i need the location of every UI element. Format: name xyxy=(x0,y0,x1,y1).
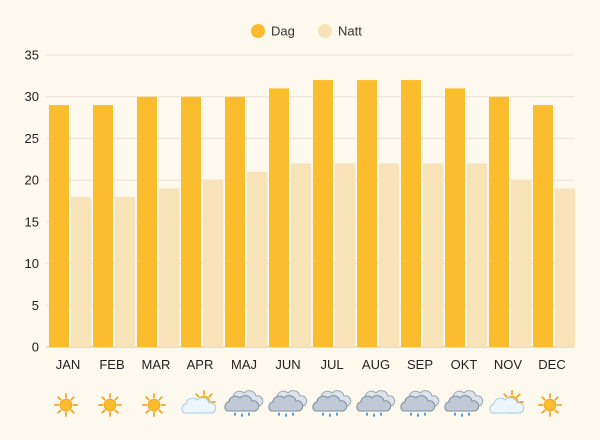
partly-cloudy-icon xyxy=(181,390,217,414)
y-tick-label: 10 xyxy=(25,256,39,271)
bar-dag-apr xyxy=(181,96,201,347)
y-axis: 0 5 10 15 20 25 30 35 xyxy=(25,48,39,355)
bar-natt-okt xyxy=(467,163,487,347)
bar-dag-aug xyxy=(357,80,377,348)
weather-icons xyxy=(54,390,562,417)
bar-natt-apr xyxy=(203,180,223,347)
bar-natt-nov xyxy=(511,180,531,347)
legend-swatch-dag xyxy=(251,24,265,38)
y-tick-label: 15 xyxy=(25,214,39,229)
bar-natt-dec xyxy=(555,188,575,347)
bar-dag-jul xyxy=(313,80,333,348)
bar-dag-dec xyxy=(533,105,553,347)
bar-dag-mar xyxy=(137,96,157,347)
sun-icon xyxy=(142,393,166,417)
x-tick-label: JUL xyxy=(320,357,343,372)
x-tick-label: NOV xyxy=(494,357,523,372)
bar-dag-jan xyxy=(49,105,69,347)
y-tick-label: 25 xyxy=(25,131,39,146)
x-tick-label: DEC xyxy=(538,357,565,372)
legend-label-natt: Natt xyxy=(338,24,362,39)
bar-dag-sep xyxy=(401,80,421,348)
x-axis: JAN FEB MAR APR MAJ JUN JUL AUG SEP OKT NOV DEC xyxy=(56,357,566,372)
bar-dag-nov xyxy=(489,96,509,347)
x-tick-label: MAJ xyxy=(231,357,257,372)
bar-natt-feb xyxy=(115,196,135,347)
rain-cloud-icon xyxy=(312,390,352,417)
x-tick-label: JAN xyxy=(56,357,81,372)
bar-dag-feb xyxy=(93,105,113,347)
x-tick-label: AUG xyxy=(362,357,390,372)
y-tick-label: 5 xyxy=(32,298,39,313)
bar-natt-jul xyxy=(335,163,355,347)
x-tick-label: JUN xyxy=(275,357,300,372)
x-tick-label: SEP xyxy=(407,357,433,372)
y-tick-label: 30 xyxy=(25,89,39,104)
sun-icon xyxy=(538,393,562,417)
legend-swatch-natt xyxy=(318,24,332,38)
x-tick-label: FEB xyxy=(99,357,124,372)
y-tick-label: 0 xyxy=(32,340,39,355)
x-tick-label: MAR xyxy=(142,357,171,372)
bar-natt-mar xyxy=(159,188,179,347)
x-tick-label: OKT xyxy=(451,357,478,372)
rain-cloud-icon xyxy=(444,390,484,417)
rain-cloud-icon xyxy=(400,390,440,417)
bar-natt-sep xyxy=(423,163,443,347)
bar-natt-jan xyxy=(71,196,91,347)
bar-dag-maj xyxy=(225,96,245,347)
bar-dag-jun xyxy=(269,88,289,347)
y-tick-label: 35 xyxy=(25,48,39,63)
x-tick-label: APR xyxy=(187,357,214,372)
y-tick-label: 20 xyxy=(25,173,39,188)
rain-cloud-icon xyxy=(224,390,264,417)
rain-cloud-icon xyxy=(356,390,396,417)
bar-natt-aug xyxy=(379,163,399,347)
bar-natt-maj xyxy=(247,171,267,347)
legend-label-dag: Dag xyxy=(271,24,295,39)
legend-item-dag: Dag xyxy=(251,24,295,39)
rain-cloud-icon xyxy=(268,390,308,417)
sun-icon xyxy=(54,393,78,417)
bar-dag-okt xyxy=(445,88,465,347)
chart-legend: Dag Natt xyxy=(251,24,362,39)
bar-natt-jun xyxy=(291,163,311,347)
legend-item-natt: Natt xyxy=(318,24,362,39)
sun-icon xyxy=(98,393,122,417)
partly-cloudy-icon xyxy=(489,390,525,414)
bars xyxy=(49,80,575,348)
